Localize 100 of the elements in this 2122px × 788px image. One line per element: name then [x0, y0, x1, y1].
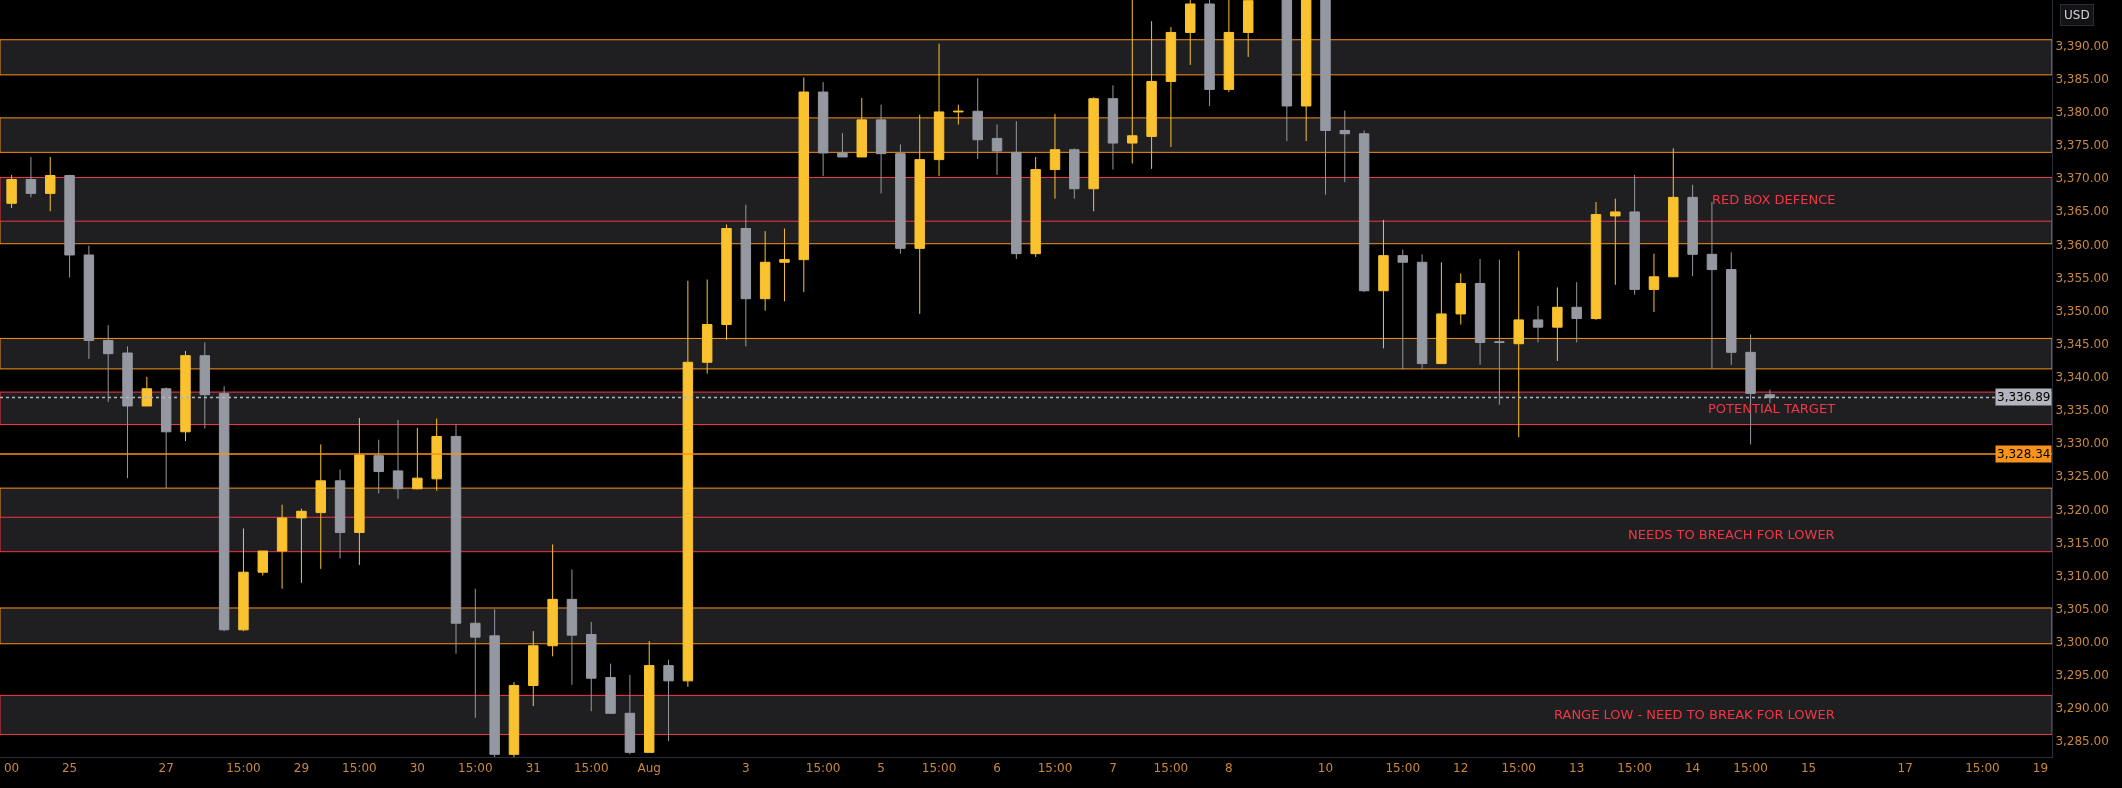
- x-tick-label: 27: [158, 761, 174, 776]
- y-tick-label: 3,325.00: [2055, 469, 2109, 484]
- candlestick: [373, 439, 384, 494]
- y-tick-label: 3,300.00: [2055, 634, 2109, 649]
- candlestick: [1726, 251, 1737, 366]
- x-tick-label: 15: [1800, 761, 1817, 776]
- candlestick: [1011, 120, 1022, 260]
- candlestick: [779, 227, 790, 302]
- candlestick: [450, 424, 462, 655]
- candlestick: [1185, 0, 1196, 66]
- y-tick-label: 3,340.00: [2055, 370, 2109, 385]
- candlestick: [798, 76, 810, 293]
- candlestick: [933, 43, 945, 177]
- x-tick-label: 15:00: [226, 761, 261, 776]
- candlestick: [1107, 84, 1119, 171]
- x-tick-label: 13: [1569, 761, 1585, 776]
- y-axis-title: USD: [2064, 8, 2090, 22]
- candlestick: [643, 640, 655, 753]
- candlestick: [953, 104, 964, 126]
- candlestick: [721, 224, 732, 341]
- candlestick: [199, 341, 211, 429]
- candlestick: [856, 97, 867, 158]
- x-tick-label: 25: [61, 761, 78, 776]
- y-tick-label: 3,315.00: [2055, 535, 2109, 550]
- candlestick: [1127, 0, 1138, 165]
- y-tick-label: 3,285.00: [2055, 734, 2109, 749]
- candlestick: [914, 114, 925, 315]
- ref-line-label: 3,336.89: [1997, 390, 2051, 404]
- x-tick-label: 15:00: [1153, 761, 1189, 776]
- x-tick-label: 15:00: [1733, 761, 1768, 776]
- x-tick-label: 7: [1109, 761, 1117, 776]
- x-tick-label: 30: [409, 761, 425, 776]
- candlestick: [83, 245, 95, 360]
- candlestick: [682, 280, 694, 688]
- x-tick-label: 15:00: [458, 761, 493, 776]
- y-tick-label: 3,350.00: [2055, 303, 2109, 318]
- y-tick-label: 3,305.00: [2055, 601, 2109, 616]
- x-tick-label: 15:00: [1501, 761, 1537, 776]
- candlestick: [334, 469, 346, 559]
- x-tick-label: 15:00: [921, 761, 957, 776]
- candlestick: [296, 508, 307, 584]
- candlestick: [837, 132, 848, 158]
- candlestick: [586, 621, 597, 712]
- y-tick-label: 3,365.00: [2055, 204, 2109, 219]
- candlestick: [25, 156, 37, 198]
- x-tick-label: 3: [742, 761, 750, 776]
- candlestick: [1532, 305, 1544, 343]
- candlestick: [180, 350, 191, 442]
- candlestick: [354, 417, 365, 566]
- candlestick: [895, 143, 906, 255]
- candlestick: [1590, 201, 1602, 321]
- x-tick-label: 15:00: [1385, 761, 1421, 776]
- x-tick-label: Aug: [637, 761, 661, 776]
- candlestick: [1242, 0, 1254, 58]
- x-tick-label: 14: [1684, 761, 1701, 776]
- candlestick: [1049, 113, 1061, 200]
- x-tick-label: 17: [1897, 761, 1913, 776]
- candlestick: [1474, 258, 1486, 366]
- candlestick: [566, 569, 578, 686]
- candlestick: [1764, 388, 1776, 404]
- x-tick-label: 00: [3, 761, 20, 776]
- candlestick: [875, 104, 887, 194]
- x-tick-label: 12: [1453, 761, 1469, 776]
- candlestick: [1223, 0, 1235, 93]
- candlestick: [218, 385, 230, 632]
- candlestick: [1300, 0, 1312, 142]
- candlestick: [64, 174, 75, 278]
- candlestick: [141, 376, 153, 407]
- candlestick: [528, 630, 539, 707]
- candlestick: [160, 386, 172, 489]
- y-tick-label: 3,330.00: [2055, 436, 2109, 451]
- candlestick: [102, 324, 114, 403]
- y-tick-label: 3,290.00: [2055, 701, 2109, 716]
- candlestick: [1629, 174, 1640, 296]
- y-tick-label: 3,385.00: [2055, 72, 2109, 87]
- candlestick: [1339, 110, 1351, 183]
- candlestick: [1513, 250, 1524, 438]
- candlestick: [1146, 20, 1157, 170]
- candlestick: [1358, 129, 1370, 293]
- candlestick: [1088, 96, 1099, 212]
- candlestick: [1281, 0, 1293, 142]
- candlestick: [431, 418, 442, 492]
- x-tick-label: 15:00: [1965, 761, 2000, 776]
- candlestick: [972, 77, 983, 160]
- candlestick: [1455, 273, 1466, 326]
- y-tick-label: 3,345.00: [2055, 336, 2109, 351]
- candlestick: [740, 204, 752, 347]
- x-tick-label: 15:00: [573, 761, 609, 776]
- x-tick-label: 15:00: [805, 761, 841, 776]
- candlestick: [6, 174, 17, 209]
- x-tick-label: 15:00: [1617, 761, 1652, 776]
- x-tick-label: 19: [2032, 761, 2049, 776]
- candlestick: [1687, 184, 1698, 277]
- x-tick-label: 31: [525, 761, 541, 776]
- candlestick: [1552, 286, 1563, 362]
- candlestick: [817, 81, 829, 177]
- candlestick: [1397, 249, 1409, 371]
- candlestick: [122, 345, 133, 479]
- y-tick-label: 3,355.00: [2055, 270, 2109, 285]
- candlestick: [276, 504, 288, 590]
